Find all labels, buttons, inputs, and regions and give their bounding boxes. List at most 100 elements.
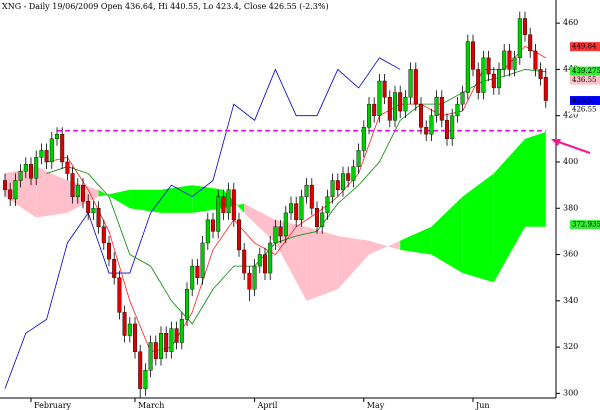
candle-body	[96, 208, 101, 227]
candle-body	[216, 196, 221, 232]
candle-body	[356, 150, 361, 167]
candle-body	[455, 103, 460, 116]
price-label-box	[570, 105, 600, 115]
candle-body	[226, 189, 231, 214]
candle-body	[205, 219, 210, 244]
candle-body	[465, 41, 470, 93]
candle-body	[231, 189, 236, 221]
candle-body	[164, 333, 169, 352]
candle-body	[424, 127, 429, 135]
candle-body	[169, 328, 174, 352]
cloud	[400, 226, 432, 255]
candle-body	[497, 69, 502, 89]
candle-body	[502, 50, 507, 70]
candle-body	[247, 272, 252, 290]
candle-body	[471, 41, 476, 70]
candle-body	[320, 212, 325, 227]
candle-body	[49, 138, 54, 163]
candle-body	[304, 184, 309, 197]
x-tick-label: Jun	[475, 401, 490, 410]
candle-body	[268, 242, 273, 274]
x-tick-label: May	[367, 401, 385, 410]
candle-body	[278, 226, 283, 237]
price-label: 426.55	[572, 97, 597, 105]
candle-body	[39, 150, 44, 158]
candle-body	[309, 184, 314, 209]
candle-body	[179, 319, 184, 343]
candle-body	[450, 115, 455, 140]
candle-body	[543, 76, 548, 101]
candle-body	[367, 103, 372, 128]
candle-body	[190, 265, 195, 290]
price-label: 439.275	[572, 67, 600, 75]
candle-body	[195, 265, 200, 278]
marks	[3, 11, 560, 402]
cloud	[493, 138, 525, 283]
y-tick-label: 320	[563, 342, 578, 351]
candle-body	[242, 249, 247, 274]
candle-body	[263, 254, 268, 274]
candle-body	[18, 171, 23, 181]
candle-body	[221, 196, 226, 214]
indicator-line	[4, 57, 401, 389]
candle-body	[346, 173, 351, 181]
cloud	[192, 185, 224, 213]
candle-body	[55, 134, 60, 140]
cloud	[244, 203, 276, 243]
candle-body	[419, 103, 424, 128]
candle-body	[439, 96, 444, 121]
x-tick-label: February	[34, 401, 72, 410]
candle-body	[8, 189, 13, 200]
candle-body	[299, 196, 304, 221]
candle-body	[29, 164, 34, 179]
candle-body	[289, 203, 294, 214]
candle-body	[3, 180, 7, 190]
candle-body	[528, 34, 533, 52]
candle-body	[75, 184, 80, 197]
candle-body	[34, 157, 39, 179]
candle-body	[294, 203, 299, 221]
candle-body	[184, 289, 189, 320]
candle-body	[517, 18, 522, 59]
candle-body	[434, 96, 439, 116]
candle-body	[377, 80, 382, 116]
candle-body	[91, 208, 96, 214]
candle-body	[210, 219, 215, 232]
y-tick-label: 380	[563, 203, 578, 212]
candle-body	[408, 69, 413, 98]
cloud	[161, 185, 193, 213]
candle-body	[174, 328, 179, 343]
candle-body	[445, 120, 450, 140]
candle-body	[382, 80, 387, 98]
candle-body	[413, 69, 418, 105]
candle-body	[13, 180, 18, 200]
candle-body	[153, 342, 158, 359]
candle-body	[60, 134, 65, 163]
candle-body	[398, 92, 403, 112]
candle-body	[335, 180, 340, 190]
candle-body	[403, 96, 408, 112]
arrow-head	[551, 139, 561, 146]
cloud	[337, 236, 369, 290]
price-label: 449.84	[572, 43, 597, 51]
candle-body	[491, 73, 496, 89]
candle-body	[387, 96, 392, 121]
y-tick-label: 340	[563, 296, 578, 305]
candle-body	[351, 166, 356, 181]
price-label-box	[570, 66, 600, 76]
y-tick-label: 420	[563, 111, 578, 120]
price-label-box	[570, 42, 600, 52]
cloud	[5, 166, 37, 218]
candle-body	[341, 173, 346, 190]
candle-body	[538, 69, 543, 79]
candle-body	[512, 57, 517, 70]
candle-body	[148, 342, 153, 371]
y-tick-label: 460	[563, 18, 578, 27]
candle-body	[330, 180, 335, 197]
y-tick-label: 400	[563, 157, 578, 166]
candle-body	[236, 219, 241, 251]
candle-body	[476, 69, 481, 93]
candle-body	[143, 370, 148, 389]
candle-body	[101, 226, 106, 244]
cloud	[306, 226, 338, 301]
